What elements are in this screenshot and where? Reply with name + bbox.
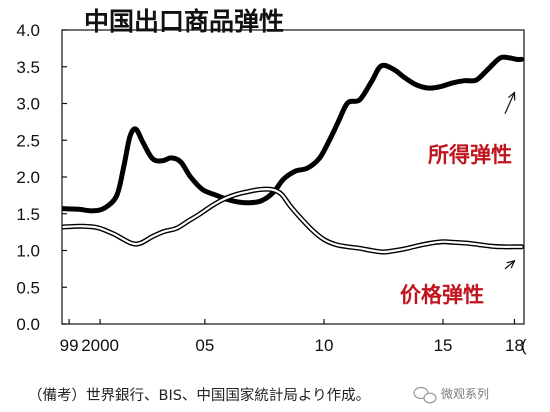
y-tick-label: 2.5 <box>16 131 40 150</box>
chart-title: 中国出口商品弹性 <box>84 7 284 36</box>
x-axis-ticks: 99 2000 05 10 15 18 <box>60 319 524 355</box>
series-layer <box>62 54 524 255</box>
x-tick-label: 10 <box>314 336 333 355</box>
x-tick-label: 18 <box>505 336 524 355</box>
watermark-text: 微观系列 <box>441 387 489 401</box>
price-elasticity-line-inner <box>62 187 523 254</box>
watermark: 微观系列 <box>413 386 489 404</box>
y-tick-label: 1.0 <box>16 242 40 261</box>
y-tick-label: 2.0 <box>16 168 40 187</box>
plot-frame <box>61 29 525 325</box>
annotation-arrow-head <box>508 91 516 101</box>
y-tick-label: 3.5 <box>16 58 40 77</box>
annotation-arrow-line <box>504 92 516 115</box>
series-1 <box>62 186 524 255</box>
y-axis-ticks: 0.0 0.5 1.0 1.5 2.0 2.5 3.0 3.5 4.0 <box>16 21 67 334</box>
y-tick-label: 1.5 <box>16 205 40 224</box>
series-label: 所得弹性 <box>428 143 512 167</box>
series-0 <box>62 54 524 214</box>
x-tick-label: 05 <box>195 336 214 355</box>
x-tick-label: 2000 <box>81 336 119 355</box>
x-tick-label: 99 <box>60 336 79 355</box>
wechat-icon <box>413 386 437 404</box>
source-note: （備考）世界銀行、BIS、中国国家統計局より作成。 <box>28 387 370 404</box>
x-axis-extra-tick: ( <box>521 336 527 355</box>
y-tick-label: 0.0 <box>16 315 40 334</box>
annotation-arrow-head <box>506 259 516 269</box>
annotation-arrow-line <box>504 260 515 270</box>
y-tick-label: 0.5 <box>16 278 40 297</box>
income-elasticity-line <box>62 54 524 214</box>
y-tick-label: 4.0 <box>16 21 40 40</box>
series-label: 价格弹性 <box>400 283 484 307</box>
x-tick-label: 15 <box>434 336 453 355</box>
y-tick-label: 3.0 <box>16 95 40 114</box>
